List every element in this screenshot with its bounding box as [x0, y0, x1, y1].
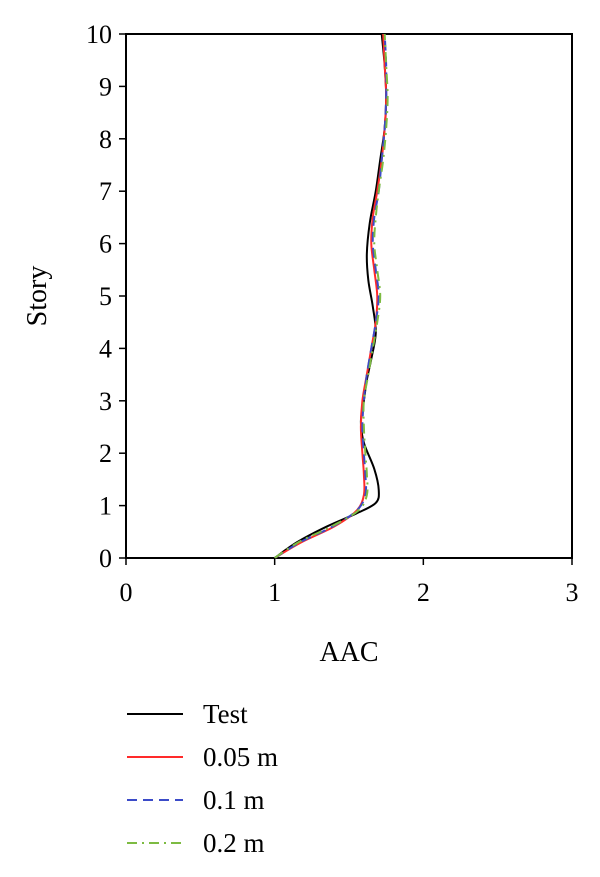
y-tick-label: 2	[99, 439, 112, 468]
series-layer	[274, 33, 389, 559]
series-line-1	[274, 33, 388, 559]
legend-label: 0.2 m	[203, 828, 265, 858]
series-line-0	[274, 33, 388, 559]
legend: Test 0.05 m 0.1 m 0.2 m	[127, 699, 278, 858]
y-axis-title: Story	[22, 266, 53, 327]
y-tick-label: 9	[99, 72, 112, 101]
legend-label: 0.05 m	[203, 742, 278, 772]
legend-label: 0.1 m	[203, 785, 265, 815]
plot-frame	[125, 33, 573, 559]
series-line-2	[274, 33, 388, 559]
x-tick-label: 3	[566, 578, 579, 607]
y-tick-label: 1	[99, 492, 112, 521]
x-axis-title: AAC	[319, 637, 378, 668]
y-tick-label: 0	[99, 544, 112, 573]
y-tick-label: 4	[99, 334, 112, 363]
y-tick-label: 10	[86, 20, 112, 49]
y-tick-label: 6	[99, 230, 112, 259]
series-line-3	[274, 33, 389, 559]
x-tick-label: 1	[268, 578, 281, 607]
legend-label: Test	[203, 699, 248, 729]
ticks-layer: 0 1 2 3 0 1 2 3 4 5 6 7 8 9 10	[86, 20, 579, 607]
y-tick-label: 5	[99, 282, 112, 311]
y-tick-label: 7	[99, 177, 112, 206]
x-tick-label: 0	[120, 578, 133, 607]
y-tick-label: 8	[99, 125, 112, 154]
x-tick-label: 2	[417, 578, 430, 607]
y-tick-label: 3	[99, 387, 112, 416]
